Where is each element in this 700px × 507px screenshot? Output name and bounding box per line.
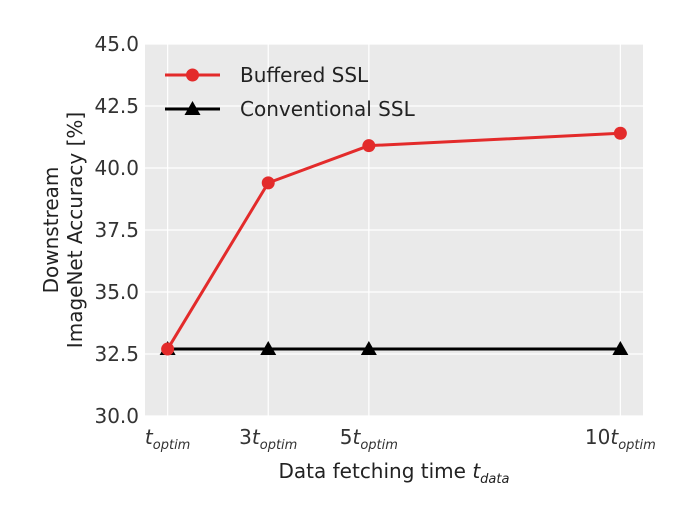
x-tick-label: toptim [145, 425, 190, 453]
y-tick-label: 30.0 [94, 404, 139, 428]
y-tick-label: 45.0 [94, 32, 139, 56]
legend-marker-conventional-ssl [184, 101, 201, 115]
conventional-ssl-point [260, 341, 277, 356]
y-tick-label: 40.0 [94, 156, 139, 180]
conventional-ssl-point [612, 341, 629, 356]
x-tick-label: 10toptim [585, 425, 656, 453]
buffered-ssl-point [261, 176, 275, 190]
legend-label-buffered-ssl: Buffered SSL [240, 63, 369, 87]
conventional-ssl-point [360, 341, 377, 356]
x-tick-label: 5toptim [340, 425, 398, 453]
y-tick-labels: 30.0 32.5 35.0 37.5 40.0 42.5 45.0 [94, 32, 139, 428]
x-tick-labels: toptim 3toptim 5toptim 10toptim [145, 425, 656, 453]
legend-label-conventional-ssl: Conventional SSL [240, 97, 416, 121]
legend-marker-buffered-ssl [186, 68, 199, 82]
buffered-ssl-line [166, 131, 621, 350]
buffered-ssl-point [613, 126, 627, 140]
x-tick-label: 3toptim [239, 425, 297, 453]
buffered-ssl-series [161, 126, 627, 356]
y-tick-label: 37.5 [94, 218, 139, 242]
y-tick-label: 35.0 [94, 280, 139, 304]
x-axis-label: Data fetching time tdata [279, 459, 510, 487]
buffered-ssl-point [161, 342, 175, 356]
legend: Buffered SSL Conventional SSL [165, 63, 416, 121]
y-axis-label: DownstreamImageNet Accuracy [%] [39, 112, 87, 348]
y-tick-label: 32.5 [94, 342, 139, 366]
series-layer [159, 126, 629, 356]
buffered-ssl-point [362, 139, 376, 153]
y-tick-label: 42.5 [94, 94, 139, 118]
